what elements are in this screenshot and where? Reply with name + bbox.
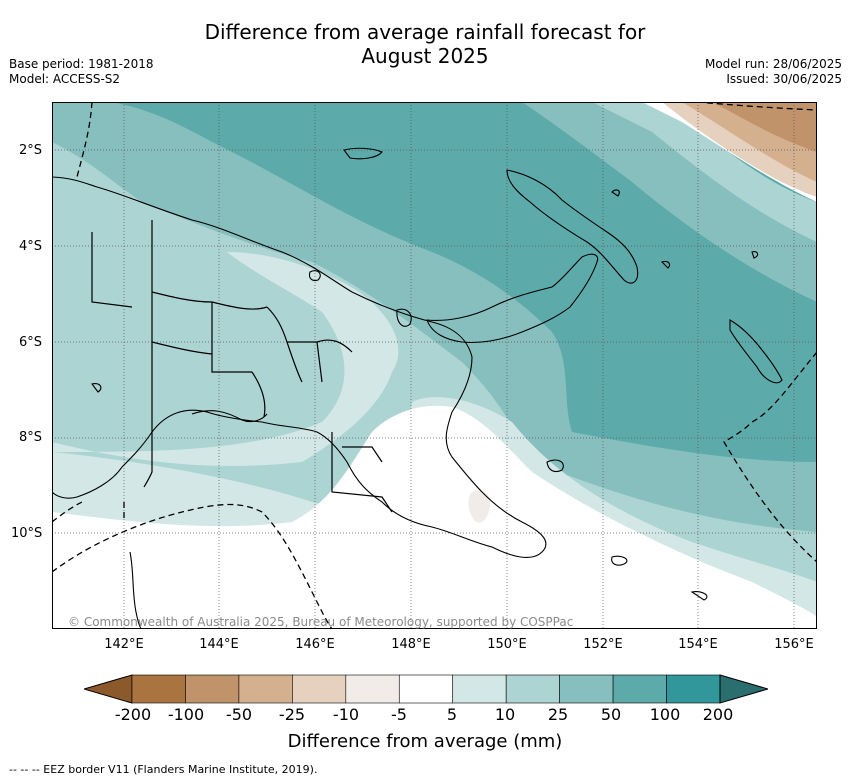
colorbar-cell	[345, 674, 400, 704]
colorbar-cell	[612, 674, 667, 704]
base-period: Base period: 1981-2018	[9, 57, 154, 71]
lon-tick-156: 156°E	[774, 637, 814, 652]
model-run: Model run: 28/06/2025	[704, 57, 842, 71]
title-line-2: August 2025	[361, 44, 489, 68]
colorbar-label: 10	[494, 705, 516, 724]
bougainville-coast	[729, 319, 783, 384]
copyright-notice: © Commonwealth of Australia 2025, Bureau…	[68, 615, 574, 629]
lat-tick-6s: 6°S	[19, 335, 43, 350]
cape-york-coast	[129, 551, 143, 629]
colorbar-title: Difference from average (mm)	[287, 731, 563, 752]
colorbar-cell	[559, 674, 614, 704]
lat-tick-10s: 10°S	[11, 526, 43, 541]
coastlines	[52, 147, 783, 629]
meta-right: Model run: 28/06/2025 Issued: 30/06/2025	[705, 57, 842, 87]
colorbar-cell	[238, 674, 293, 704]
colorbar-extend-low	[84, 674, 133, 704]
colorbar-extend-high	[719, 674, 768, 704]
colorbar-cell	[398, 674, 454, 704]
borders	[91, 220, 393, 513]
gulf-coast-islands	[191, 410, 268, 423]
lon-tick-144: 144°E	[199, 637, 239, 652]
eez-footnote: -- -- -- EEZ border V11 (Flanders Marine…	[9, 763, 318, 776]
new-guinea-coast	[52, 176, 547, 558]
png-indonesia-border	[143, 220, 153, 488]
colorbar-label: 5	[446, 705, 458, 724]
colorbar-label: 100	[649, 705, 681, 724]
colorbar-cell	[185, 674, 240, 704]
colorbar-label: -25	[278, 705, 306, 724]
new-ireland-coast	[506, 169, 639, 284]
colorbar	[84, 674, 768, 704]
meta-left: Base period: 1981-2018 Model: ACCESS-S2	[9, 57, 154, 87]
colorbar-cell	[452, 674, 507, 704]
colorbar-cell	[292, 674, 347, 704]
rainfall-map	[52, 102, 817, 629]
manus-coast	[343, 147, 383, 160]
colorbar-cell	[666, 674, 721, 704]
colorbar-label: 50	[600, 705, 622, 724]
colorbar-cell	[505, 674, 560, 704]
band-neutral	[52, 405, 817, 629]
colorbar-label: -100	[167, 705, 205, 724]
lon-tick-152: 152°E	[583, 637, 623, 652]
map-title: Difference from average rainfall forecas…	[0, 20, 850, 68]
lon-tick-150: 150°E	[487, 637, 527, 652]
band-25-50-north	[522, 102, 817, 302]
dry-patch	[468, 490, 491, 523]
new-britain-coast	[426, 253, 599, 344]
lat-tick-8s: 8°S	[19, 430, 43, 445]
lat-tick-4s: 4°S	[19, 239, 43, 254]
band-dry-strong	[712, 102, 817, 152]
colorbar-label: 200	[702, 705, 734, 724]
title-line-1: Difference from average rainfall forecas…	[204, 20, 646, 44]
lon-tick-154: 154°E	[678, 637, 718, 652]
colorbar-label: -50	[225, 705, 253, 724]
colorbar-label: 25	[547, 705, 569, 724]
lat-tick-2s: 2°S	[19, 143, 43, 158]
colorbar-label: -5	[391, 705, 407, 724]
lon-tick-146: 146°E	[295, 637, 335, 652]
lon-tick-148: 148°E	[391, 637, 431, 652]
lon-tick-142: 142°E	[104, 637, 144, 652]
issued-date: Issued: 30/06/2025	[726, 72, 842, 86]
model-name: Model: ACCESS-S2	[9, 72, 121, 86]
band-10-25-north	[592, 102, 817, 242]
colorbar-label: -10	[332, 705, 360, 724]
colorbar-cell	[131, 674, 186, 704]
colorbar-label: -200	[114, 705, 152, 724]
